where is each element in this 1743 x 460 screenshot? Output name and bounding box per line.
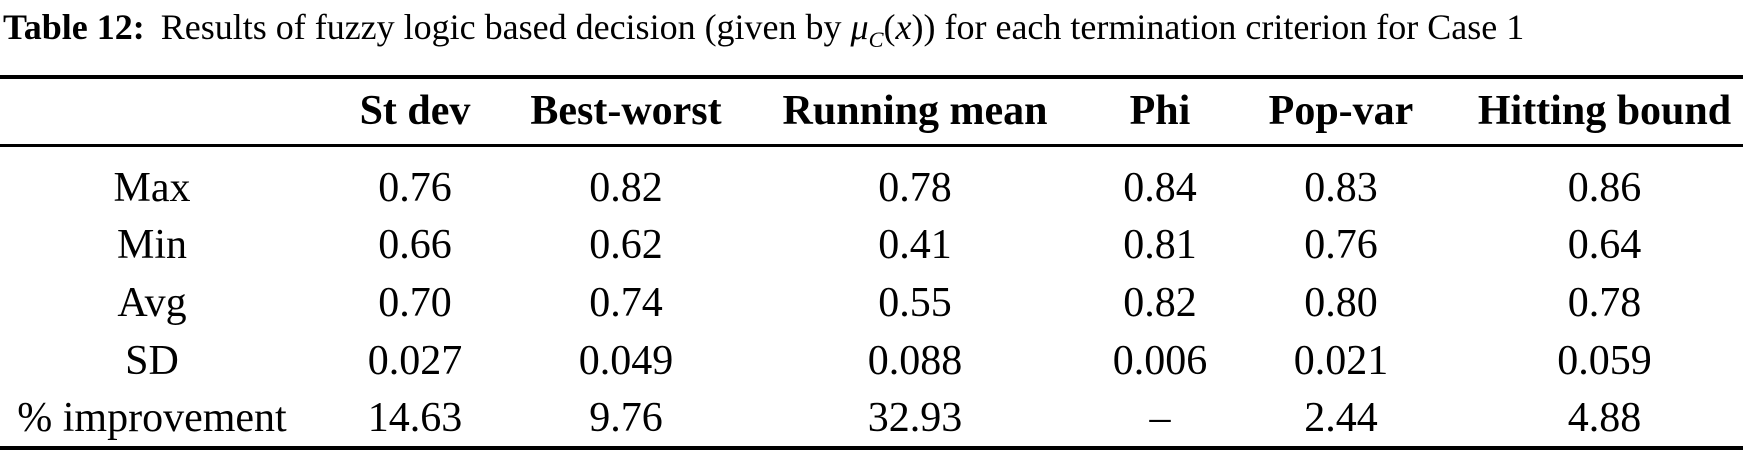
- caption-label: Table 12:: [3, 7, 145, 47]
- col-header-st-dev: St dev: [359, 88, 471, 135]
- data-cell: 4.88: [1567, 395, 1642, 441]
- data-cell: 0.006: [1112, 338, 1208, 384]
- caption-text-before: Results of fuzzy logic based decision (g…: [160, 7, 851, 47]
- data-cell: 14.63: [367, 395, 463, 441]
- data-cell: 0.64: [1567, 222, 1642, 268]
- data-cell: 0.088: [867, 338, 963, 384]
- col-header-pop-var: Pop-var: [1268, 88, 1414, 135]
- mu-symbol: μ: [850, 7, 869, 47]
- mu-subscript: C: [868, 27, 884, 53]
- data-cell: 0.021: [1293, 338, 1389, 384]
- row-label: Max: [113, 164, 191, 211]
- table-row-sd: SD 0.027 0.049 0.088 0.006 0.021 0.059: [0, 332, 1743, 390]
- col-header-hitting-bound: Hitting bound: [1477, 88, 1732, 135]
- data-cell: 0.78: [878, 164, 952, 211]
- results-table: St dev Best-worst Running mean Phi Pop-v…: [0, 75, 1743, 450]
- data-cell: 0.84: [1123, 164, 1197, 211]
- data-cell: 0.74: [589, 280, 663, 326]
- data-cell: 0.76: [1304, 222, 1378, 268]
- row-label: Min: [116, 222, 187, 268]
- data-cell: 0.66: [378, 222, 452, 268]
- data-cell: 32.93: [867, 395, 963, 441]
- mu-variable: x: [895, 7, 912, 47]
- data-cell: 0.82: [1123, 280, 1197, 326]
- table-row-min: Min 0.66 0.62 0.41 0.81 0.76 0.64: [0, 216, 1743, 274]
- col-header-running-mean: Running mean: [782, 88, 1048, 135]
- row-label: Avg: [117, 280, 187, 326]
- data-cell: 0.82: [589, 164, 663, 211]
- data-cell: 0.86: [1567, 164, 1642, 211]
- paren-close: )): [911, 7, 936, 47]
- data-cell: 0.81: [1123, 222, 1197, 268]
- data-cell: 0.41: [878, 222, 952, 268]
- table-row-avg: Avg 0.70 0.74 0.55 0.82 0.80 0.78: [0, 274, 1743, 332]
- row-label: % improvement: [17, 395, 287, 441]
- data-cell: 0.83: [1304, 164, 1378, 211]
- data-cell: 0.027: [367, 338, 463, 384]
- data-cell: 0.80: [1304, 280, 1378, 326]
- table-row-pct-improvement: % improvement 14.63 9.76 32.93 – 2.44 4.…: [0, 390, 1743, 448]
- data-cell: 0.059: [1557, 338, 1652, 384]
- data-cell: 0.62: [589, 222, 663, 268]
- row-label: SD: [125, 338, 179, 384]
- data-cell: –: [1149, 395, 1171, 441]
- data-cell: 0.55: [878, 280, 952, 326]
- data-cell: 0.78: [1567, 280, 1642, 326]
- mu-subscript-wrap: C: [869, 27, 884, 52]
- data-cell: 0.049: [578, 338, 674, 384]
- col-header-phi: Phi: [1129, 88, 1191, 135]
- header-row: St dev Best-worst Running mean Phi Pop-v…: [0, 77, 1743, 145]
- data-cell: 0.76: [378, 164, 452, 211]
- table-caption: Table 12: Results of fuzzy logic based de…: [0, 0, 1743, 75]
- col-header-best-worst: Best-worst: [530, 88, 722, 135]
- data-cell: 0.70: [378, 280, 452, 326]
- caption-text-after: for each termination criterion for Case …: [935, 7, 1525, 47]
- col-header-blank: [0, 77, 304, 145]
- table-row-max: Max 0.76 0.82 0.78 0.84 0.83 0.86: [0, 145, 1743, 216]
- data-cell: 9.76: [589, 395, 663, 441]
- data-cell: 2.44: [1304, 395, 1378, 441]
- paren-open: (: [883, 7, 896, 47]
